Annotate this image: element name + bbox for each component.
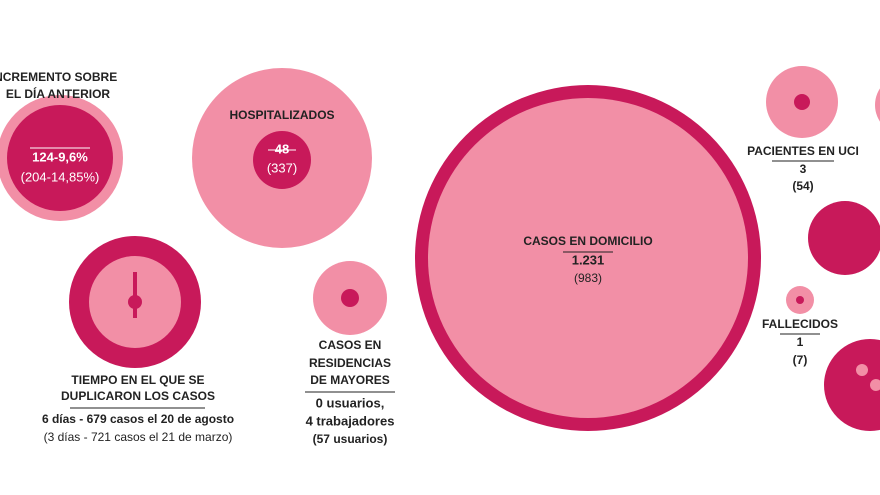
circle <box>7 105 113 211</box>
previous: (57 usuarios) <box>313 432 388 446</box>
circle <box>428 98 748 418</box>
value: 0 usuarios, <box>316 395 385 410</box>
circle <box>824 339 880 431</box>
label: DUPLICARON LOS CASOS <box>61 389 215 403</box>
circle <box>253 131 311 189</box>
previous: (7) <box>793 353 808 367</box>
circles <box>0 66 880 431</box>
value: 1.231 <box>572 252 605 267</box>
circle <box>870 379 880 391</box>
lines <box>30 147 834 409</box>
label: CASOS EN <box>319 338 382 352</box>
label: FALLECIDOS <box>762 317 838 331</box>
value: 48 <box>275 141 289 156</box>
value: 6 días - 679 casos el 20 de agosto <box>42 412 234 426</box>
label: CASOS EN DOMICILIO <box>523 234 652 248</box>
label: RESIDENCIAS <box>309 356 391 370</box>
label: DE MAYORES <box>310 373 390 387</box>
label: TIEMPO EN EL QUE SE <box>71 373 204 387</box>
previous: (983) <box>574 271 602 285</box>
previous: (54) <box>792 179 813 193</box>
label: HOSPITALIZADOS <box>229 108 334 122</box>
clock-center <box>128 295 142 309</box>
previous: (3 días - 721 casos el 21 de marzo) <box>44 430 233 444</box>
value: 1 <box>797 335 804 349</box>
circle <box>875 88 880 122</box>
value: 3 <box>800 162 807 176</box>
circle <box>808 201 880 275</box>
value: 124-9,6% <box>32 149 88 164</box>
label: PACIENTES EN UCI <box>747 144 859 158</box>
circle <box>341 289 359 307</box>
label: EL DÍA ANTERIOR <box>6 86 111 101</box>
label: INCREMENTO SOBRE <box>0 70 117 84</box>
circle <box>856 364 868 376</box>
circle <box>796 296 804 304</box>
value: 4 trabajadores <box>306 413 395 428</box>
previous: (337) <box>267 160 297 175</box>
circle <box>794 94 810 110</box>
previous: (204-14,85%) <box>21 169 100 184</box>
